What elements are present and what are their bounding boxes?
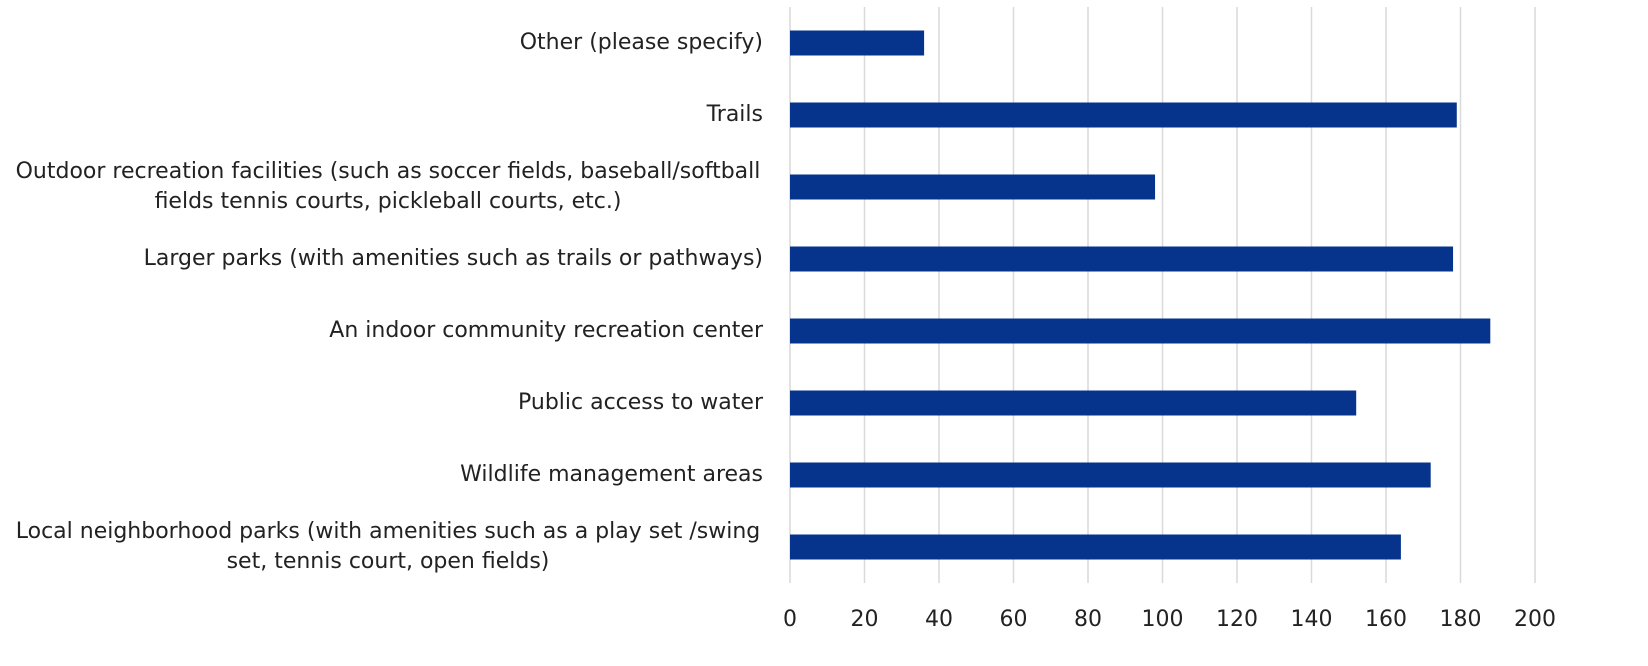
x-tick-label: 120 xyxy=(1216,607,1258,632)
x-tick-label: 200 xyxy=(1514,607,1556,632)
x-tick-label: 180 xyxy=(1440,607,1482,632)
y-tick-label: Other (please specify) xyxy=(520,30,763,55)
bar xyxy=(790,246,1454,272)
x-tick-label: 100 xyxy=(1142,607,1184,632)
x-tick-label: 0 xyxy=(783,607,797,632)
y-tick-label: Trails xyxy=(706,102,763,127)
y-tick-label: Public access to water xyxy=(518,390,764,415)
bar xyxy=(790,318,1491,344)
x-tick-label: 40 xyxy=(925,607,953,632)
y-tick-label: Wildlife management areas xyxy=(460,462,763,487)
bar xyxy=(790,462,1431,488)
bar xyxy=(790,534,1401,560)
y-tick-label: Local neighborhood parks (with amenities… xyxy=(16,519,761,574)
bar xyxy=(790,30,925,56)
y-tick-label: An indoor community recreation center xyxy=(329,318,764,343)
y-tick-label: Outdoor recreation facilities (such as s… xyxy=(16,159,761,214)
bar xyxy=(790,102,1457,128)
bar xyxy=(790,174,1156,200)
x-tick-label: 20 xyxy=(851,607,879,632)
x-tick-label: 60 xyxy=(1000,607,1028,632)
x-tick-label: 80 xyxy=(1074,607,1102,632)
x-tick-label: 160 xyxy=(1365,607,1407,632)
x-tick-label: 140 xyxy=(1291,607,1333,632)
y-tick-label: Larger parks (with amenities such as tra… xyxy=(144,246,763,271)
bar xyxy=(790,390,1357,416)
